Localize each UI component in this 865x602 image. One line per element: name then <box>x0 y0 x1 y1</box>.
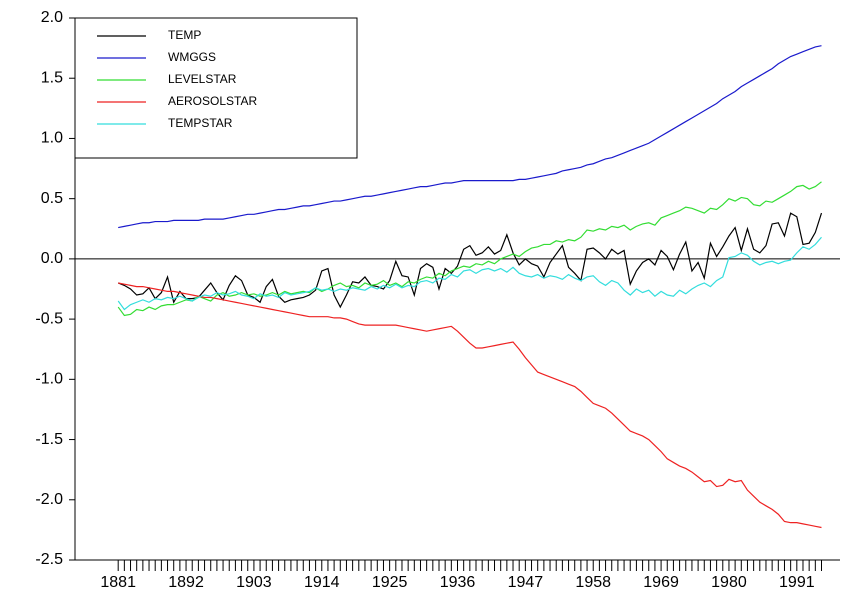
series-line <box>117 181 822 317</box>
x-tick-label: 1947 <box>508 574 544 591</box>
x-tick-label: 1936 <box>440 574 476 591</box>
x-tick-label: 1881 <box>100 574 136 591</box>
x-tick-label: 1892 <box>168 574 204 591</box>
legend-label: TEMP <box>168 28 201 42</box>
series-line <box>117 212 823 309</box>
x-tick-label: 1958 <box>575 574 611 591</box>
series-line <box>118 282 822 529</box>
series-line <box>118 45 822 229</box>
y-tick-label: 1.5 <box>41 69 63 86</box>
legend-label: WMGGS <box>168 50 216 64</box>
x-tick-label: 1980 <box>711 574 747 591</box>
legend-label: LEVELSTAR <box>168 72 237 86</box>
y-tick-label: 1.0 <box>41 130 63 147</box>
y-tick-label: -0.5 <box>35 310 63 327</box>
series-line <box>117 236 822 311</box>
legend-box <box>74 17 358 159</box>
legend-label: TEMPSTAR <box>168 116 233 130</box>
x-tick-label: 1903 <box>236 574 272 591</box>
x-tick-label: 1991 <box>779 574 815 591</box>
y-tick-label: 2.0 <box>41 9 63 26</box>
y-tick-label: -2.0 <box>35 491 63 508</box>
legend-label: AEROSOLSTAR <box>168 94 257 108</box>
y-tick-label: 0.5 <box>41 190 63 207</box>
x-tick-label: 1925 <box>372 574 408 591</box>
x-tick-label: 1914 <box>304 574 340 591</box>
y-tick-label: -1.0 <box>35 371 63 388</box>
x-tick-label: 1969 <box>643 574 679 591</box>
y-tick-label: -1.5 <box>35 431 63 448</box>
y-tick-label: -2.5 <box>35 551 63 568</box>
y-tick-label: 0.0 <box>41 250 63 267</box>
